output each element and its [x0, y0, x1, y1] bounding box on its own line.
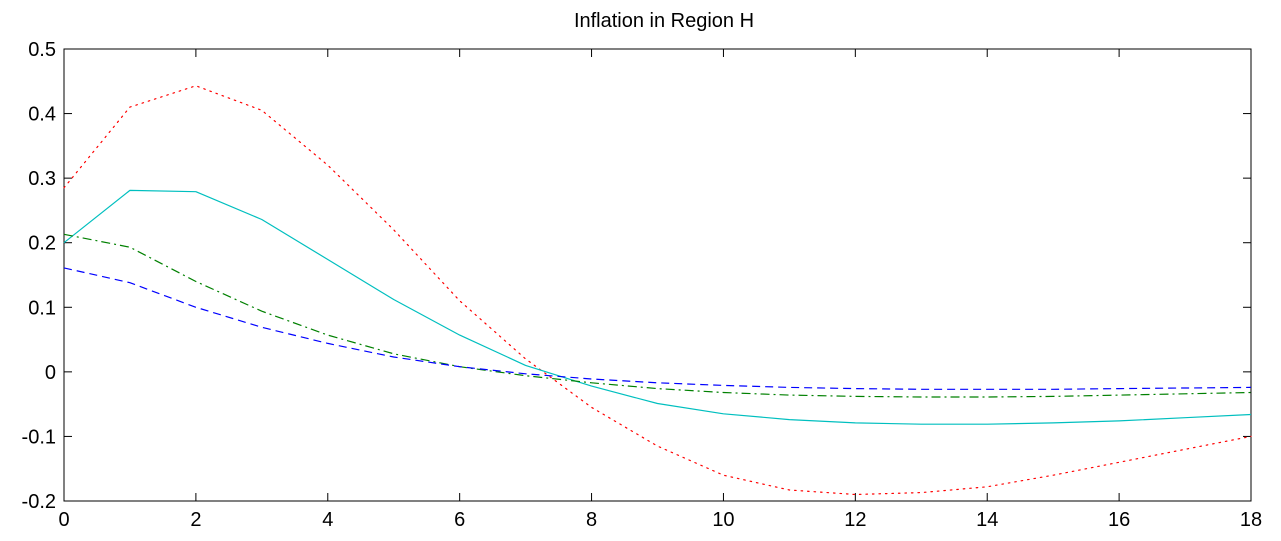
y-tick-label: -0.1 [22, 426, 56, 448]
series-line-dotted [63, 85, 1252, 496]
x-tick-label: 4 [322, 509, 333, 531]
x-tick-label: 16 [1108, 509, 1130, 531]
y-tick-label: 0 [45, 362, 56, 384]
y-tick-label: 0.4 [28, 104, 56, 126]
y-tick-label: 0.5 [28, 39, 56, 61]
series-layer [63, 85, 1252, 496]
plot-area-frame [63, 48, 1252, 502]
y-tick-label: 0.1 [28, 297, 56, 319]
y-tick-label: -0.2 [22, 491, 56, 513]
x-tick-label: 14 [976, 509, 998, 531]
x-tick-label: 0 [58, 509, 69, 531]
chart-title: Inflation in Region H [574, 10, 754, 32]
x-tick-label: 10 [712, 509, 734, 531]
series-line-dashdot [63, 233, 1252, 398]
x-tick-label: 18 [1240, 509, 1262, 531]
x-tick-label: 8 [586, 509, 597, 531]
y-axis-ticks: -0.2 -0.1 0 0.1 0.2 0.3 0.4 0.5 [22, 39, 1251, 513]
y-tick-label: 0.3 [28, 168, 56, 190]
x-tick-label: 12 [844, 509, 866, 531]
series-line-dashed [63, 267, 1252, 390]
y-tick-label: 0.2 [28, 233, 56, 255]
x-tick-label: 2 [190, 509, 201, 531]
series-line-solid [63, 189, 1252, 425]
x-axis-ticks: 0 2 4 6 8 10 12 14 16 18 [58, 49, 1262, 531]
x-tick-label: 6 [454, 509, 465, 531]
